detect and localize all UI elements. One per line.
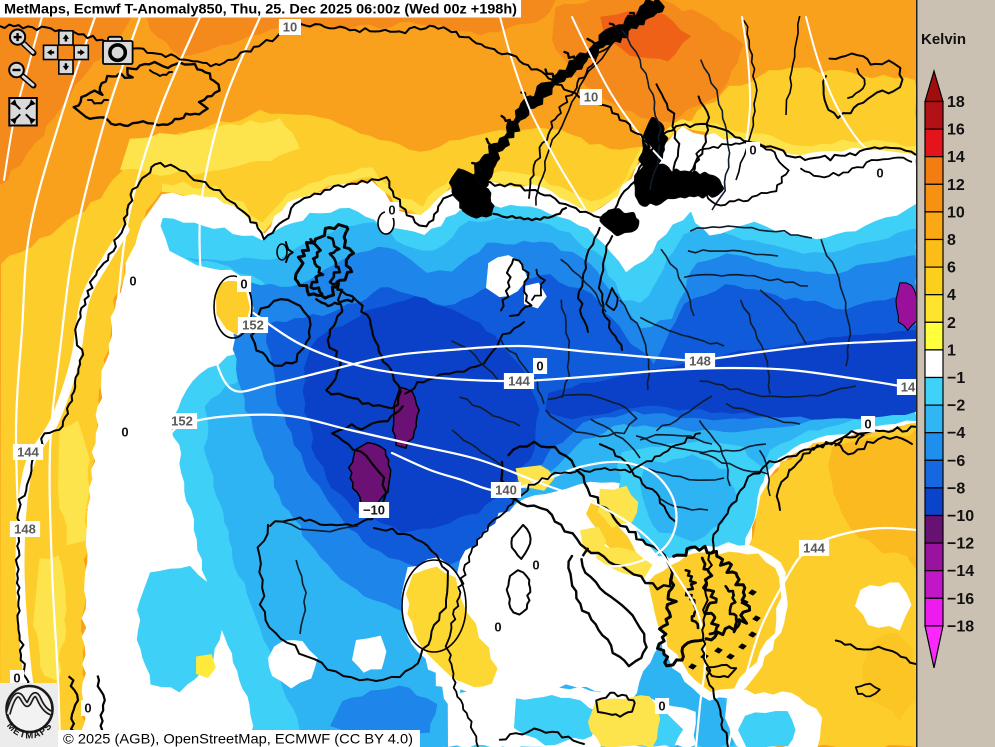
svg-text:144: 144 bbox=[508, 374, 530, 389]
svg-text:0: 0 bbox=[13, 671, 20, 686]
svg-text:MetMaps, Ecmwf T-Anomaly850, T: MetMaps, Ecmwf T-Anomaly850, Thu, 25. De… bbox=[4, 1, 517, 17]
svg-text:−16: −16 bbox=[947, 591, 974, 608]
svg-text:6: 6 bbox=[947, 260, 956, 277]
svg-text:−18: −18 bbox=[947, 618, 974, 635]
svg-text:0: 0 bbox=[84, 701, 91, 716]
svg-text:0: 0 bbox=[388, 203, 395, 218]
svg-text:−12: −12 bbox=[947, 536, 974, 553]
svg-text:−2: −2 bbox=[947, 398, 965, 415]
svg-text:140: 140 bbox=[495, 483, 517, 498]
svg-text:−10: −10 bbox=[947, 508, 974, 525]
svg-text:−10: −10 bbox=[363, 503, 385, 518]
svg-text:12: 12 bbox=[947, 177, 965, 194]
svg-text:0: 0 bbox=[532, 558, 539, 573]
svg-text:−1: −1 bbox=[947, 370, 965, 387]
svg-text:144: 144 bbox=[17, 445, 39, 460]
svg-text:14: 14 bbox=[947, 149, 965, 166]
svg-text:10: 10 bbox=[283, 20, 297, 35]
svg-text:148: 148 bbox=[689, 354, 711, 369]
svg-text:Kelvin: Kelvin bbox=[921, 31, 966, 48]
svg-text:0: 0 bbox=[658, 699, 665, 714]
svg-text:0: 0 bbox=[864, 417, 871, 432]
svg-text:8: 8 bbox=[947, 232, 956, 249]
svg-text:18: 18 bbox=[947, 94, 965, 111]
svg-text:0: 0 bbox=[129, 274, 136, 289]
svg-text:0: 0 bbox=[749, 143, 756, 158]
svg-text:0: 0 bbox=[876, 166, 883, 181]
svg-text:152: 152 bbox=[242, 318, 264, 333]
svg-text:152: 152 bbox=[171, 414, 193, 429]
svg-text:4: 4 bbox=[947, 287, 956, 304]
svg-text:−14: −14 bbox=[947, 563, 974, 580]
svg-text:0: 0 bbox=[240, 277, 247, 292]
svg-text:16: 16 bbox=[947, 122, 965, 139]
svg-text:−8: −8 bbox=[947, 480, 965, 497]
svg-text:2: 2 bbox=[947, 315, 956, 332]
svg-text:−6: −6 bbox=[947, 453, 965, 470]
svg-text:148: 148 bbox=[14, 522, 36, 537]
svg-text:10: 10 bbox=[947, 204, 965, 221]
svg-text:144: 144 bbox=[803, 541, 825, 556]
svg-text:0: 0 bbox=[536, 359, 543, 374]
svg-text:© 2025 (AGB), OpenStreetMap, E: © 2025 (AGB), OpenStreetMap, ECMWF (CC B… bbox=[63, 731, 413, 747]
svg-text:14: 14 bbox=[901, 380, 916, 395]
svg-text:0: 0 bbox=[494, 620, 501, 635]
svg-text:1: 1 bbox=[947, 342, 956, 359]
svg-text:0: 0 bbox=[121, 425, 128, 440]
svg-text:−4: −4 bbox=[947, 425, 965, 442]
svg-text:10: 10 bbox=[584, 90, 598, 105]
